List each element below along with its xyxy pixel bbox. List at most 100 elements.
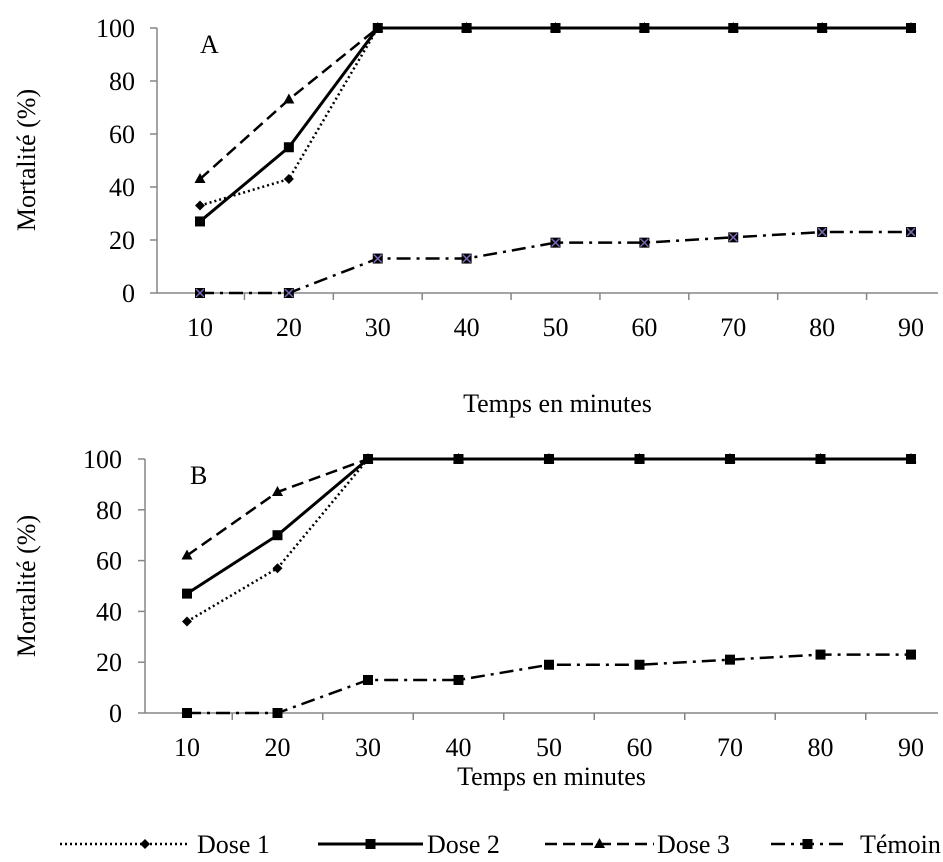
x-axis-title: Temps en minutes	[463, 389, 652, 418]
data-point	[272, 530, 283, 541]
legend-label: Dose 3	[657, 830, 730, 857]
data-point	[272, 563, 283, 574]
legend-marker	[594, 838, 605, 848]
y-tick-label: 100	[83, 445, 122, 474]
data-point	[283, 174, 294, 185]
data-point	[727, 22, 739, 32]
data-point	[194, 173, 206, 184]
data-point	[724, 453, 736, 463]
x-tick-label: 80	[808, 733, 834, 762]
legend-label: Témoin	[860, 830, 941, 857]
panel-label: B	[190, 461, 207, 490]
x-tick-label: 10	[187, 313, 213, 342]
legend-entry: Dose 1	[60, 830, 270, 859]
data-point	[816, 22, 828, 32]
series-dose-2	[195, 23, 916, 227]
data-point	[283, 93, 295, 104]
series-dose-1	[195, 23, 916, 211]
y-tick-label: 100	[96, 14, 135, 43]
data-point	[453, 453, 464, 463]
data-point	[283, 142, 294, 153]
data-point	[817, 227, 828, 238]
y-tick-label: 0	[109, 699, 122, 728]
x-tick-label: 40	[446, 733, 472, 762]
data-point	[272, 486, 283, 497]
series-line	[199, 26, 911, 223]
series-line	[186, 457, 911, 557]
data-point	[639, 237, 650, 248]
legend-entry: Dose 2	[318, 830, 500, 859]
series-t-moin	[195, 227, 916, 298]
series-t-moin	[182, 649, 916, 718]
legend-entry: Dose 3	[545, 830, 730, 859]
y-tick-label: 20	[96, 648, 122, 677]
data-point	[461, 22, 473, 32]
x-tick-label: 80	[809, 313, 835, 342]
legend-marker	[140, 839, 150, 849]
data-point	[638, 22, 650, 32]
data-point	[195, 200, 205, 211]
data-point	[372, 22, 384, 32]
series-dose-2	[182, 454, 916, 599]
series-line	[199, 26, 911, 180]
data-point	[182, 708, 192, 718]
data-point	[725, 654, 735, 665]
x-tick-label: 60	[631, 313, 657, 342]
legend-marker	[365, 839, 376, 849]
x-tick-label: 70	[720, 313, 746, 342]
x-tick-label: 50	[536, 733, 562, 762]
x-tick-label: 20	[276, 313, 302, 342]
data-point	[195, 288, 205, 298]
y-tick-label: 60	[96, 547, 122, 576]
panel-b: 0 20 40 60 80 100 10 20 30 40 50 60 70 80 90 Mortalité …	[12, 445, 938, 791]
data-point	[272, 708, 283, 718]
x-tick-label: 30	[355, 733, 381, 762]
data-point	[543, 453, 555, 463]
series-dose-3	[194, 22, 917, 184]
data-point	[195, 216, 205, 227]
data-point	[544, 659, 554, 670]
panel-a: 0 20 40 60 80 100 10 20 30 40 50 60 70 80 90 Mortalité …	[12, 14, 938, 418]
x-tick-label: 60	[627, 733, 653, 762]
x-axis-title: Temps en minutes	[457, 762, 646, 791]
data-point	[182, 616, 192, 627]
data-point	[634, 659, 645, 670]
data-point	[362, 453, 374, 463]
data-point	[372, 253, 383, 264]
legend-label: Dose 2	[427, 830, 500, 857]
series-line	[186, 457, 911, 623]
y-tick-label: 40	[109, 173, 135, 202]
series-line	[200, 230, 911, 295]
x-tick-label: 20	[265, 733, 291, 762]
data-point	[461, 253, 472, 264]
data-point	[906, 649, 916, 660]
data-point	[181, 549, 193, 560]
x-tick-label: 10	[174, 733, 200, 762]
panel-label: A	[200, 30, 219, 59]
data-point	[815, 453, 826, 463]
x-tick-label: 90	[898, 733, 924, 762]
data-point	[728, 232, 739, 243]
legend-label: Dose 1	[197, 830, 270, 857]
data-point	[906, 227, 916, 238]
data-point	[905, 22, 917, 32]
data-point	[905, 453, 917, 463]
legend: Dose 1 Dose 2 Dose 3 Témoin	[60, 830, 941, 859]
x-tick-label: 90	[898, 313, 924, 342]
x-tick-label: 30	[365, 313, 391, 342]
series-line	[186, 457, 911, 595]
x-tick-label: 50	[543, 313, 569, 342]
x-tick-label: 40	[454, 313, 480, 342]
y-tick-label: 60	[109, 120, 135, 149]
y-tick-label: 80	[96, 496, 122, 525]
legend-entry: Témoin	[771, 830, 941, 859]
series-dose-1	[182, 454, 916, 627]
legend-marker	[802, 839, 813, 849]
data-point	[815, 649, 826, 660]
x-tick-label: 70	[717, 733, 743, 762]
y-tick-label: 40	[96, 597, 122, 626]
y-tick-label: 20	[109, 226, 135, 255]
data-point	[283, 288, 294, 298]
